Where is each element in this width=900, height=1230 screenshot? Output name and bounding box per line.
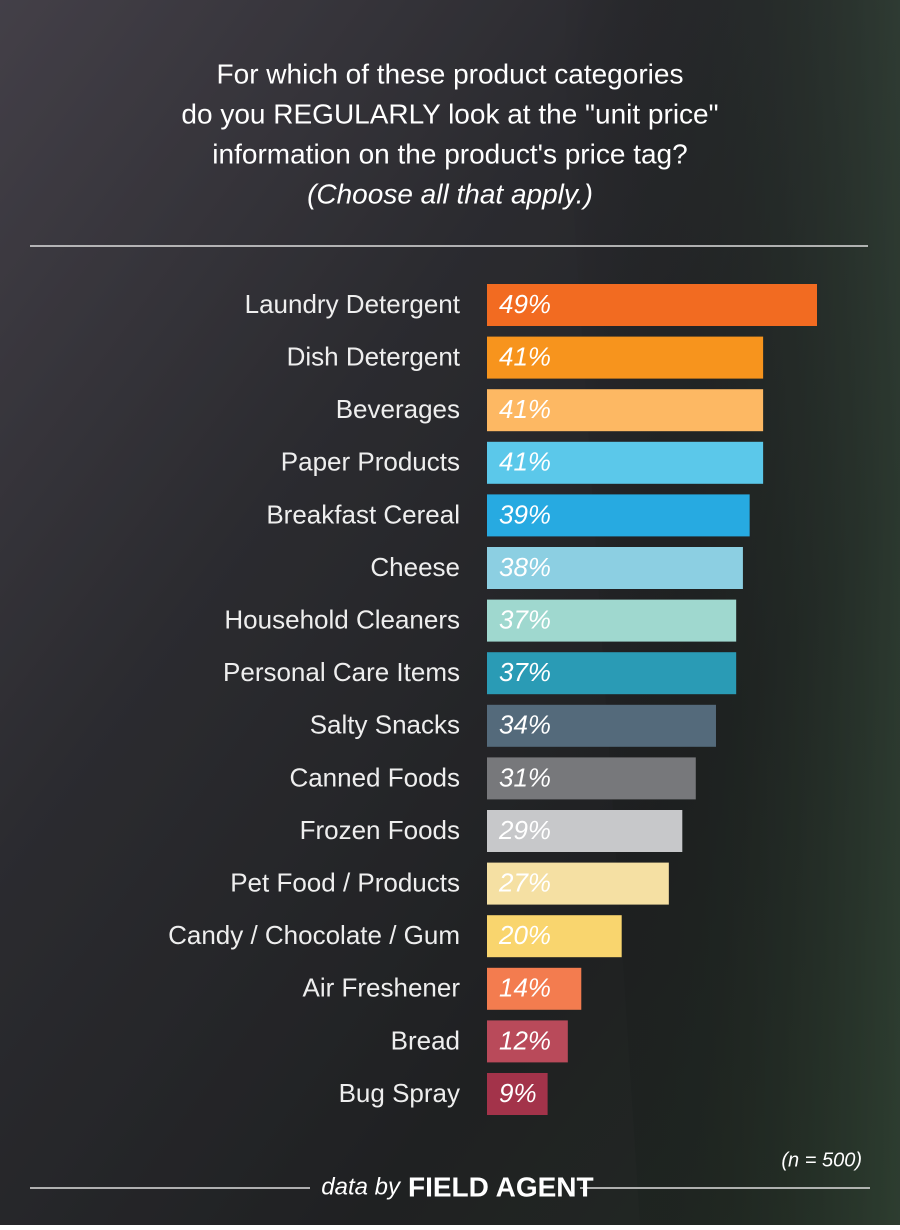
source: data by [321,1173,402,1200]
category-label: Air Freshener [303,973,461,1003]
category-label: Frozen Foods [300,815,460,845]
value-label: 31% [499,762,551,792]
value-label: 49% [499,289,551,319]
category-label: Cheese [370,552,460,582]
category-label: Canned Foods [289,762,460,792]
value-label: 20% [498,920,551,950]
bar [487,757,696,800]
category-label: Paper Products [281,447,460,477]
bar [487,967,582,1010]
bar [487,599,737,642]
bar [487,810,683,852]
title-line: For which of these product categories [217,58,684,89]
subtitle: (Choose all that apply.) [307,178,593,209]
brand-logo: FIELD AGENT [408,1171,594,1202]
bar [487,1073,548,1115]
value-label: 9% [499,1078,537,1108]
category-label: Bread [391,1025,460,1055]
value-label: 41% [499,394,551,424]
bar [487,1020,568,1063]
sample-note: (n = 500) [781,1149,862,1171]
category-label: Pet Food / Products [230,867,460,897]
bar [487,494,750,537]
title-line: information on the product's price tag? [212,138,687,169]
value-label: 37% [499,604,551,634]
title-line: do you REGULARLY look at the "unit price… [181,98,718,129]
bar [487,915,622,958]
value-label: 38% [499,552,551,582]
value-label: 29% [498,815,551,845]
category-label: Beverages [336,394,460,424]
bar [487,389,764,432]
category-label: Personal Care Items [223,657,460,687]
value-label: 37% [499,657,551,687]
category-label: Laundry Detergent [245,289,461,319]
value-label: 41% [499,341,551,371]
value-label: 14% [499,973,551,1003]
value-label: 12% [499,1025,551,1055]
bar [487,547,743,589]
category-label: Household Cleaners [224,604,460,634]
value-label: 41% [499,447,551,477]
bar [487,336,764,379]
category-label: Candy / Chocolate / Gum [168,920,460,950]
value-label: 34% [499,710,551,740]
bar [487,704,716,747]
value-label: 27% [498,867,551,897]
category-label: Dish Detergent [287,341,461,371]
category-label: Bug Spray [339,1078,460,1108]
bar [487,284,817,326]
category-label: Salty Snacks [310,710,460,740]
category-label: Breakfast Cereal [266,499,460,529]
bar [487,862,669,905]
bar [487,441,764,484]
bar [487,652,737,695]
value-label: 39% [499,499,551,529]
